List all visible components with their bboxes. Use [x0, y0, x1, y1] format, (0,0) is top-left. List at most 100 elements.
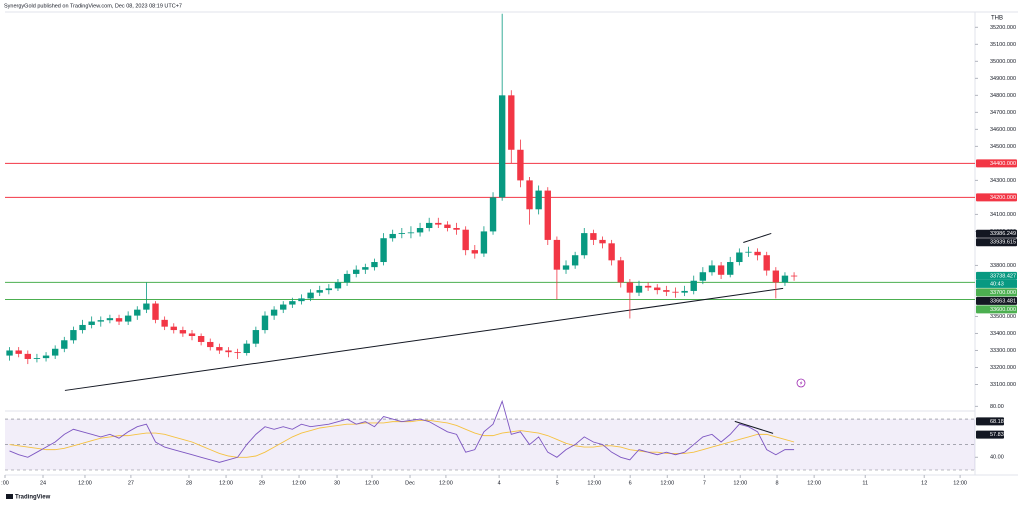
candle-body	[581, 233, 588, 256]
price-tag	[976, 271, 1017, 280]
candle-body	[70, 330, 77, 341]
rsi-marker	[976, 417, 1004, 426]
trendline	[64, 287, 784, 391]
candle-body	[608, 243, 615, 261]
candle-body	[252, 330, 260, 344]
candle-body	[79, 324, 86, 331]
y-tick-label: 33800.000	[990, 263, 1016, 269]
candle-body	[508, 95, 515, 150]
candle-body	[717, 265, 725, 275]
x-tick-label: 8	[776, 480, 779, 486]
candle-body	[416, 228, 424, 233]
alert-circle[interactable]	[796, 378, 806, 388]
candle-body	[736, 252, 743, 263]
candle-body	[33, 358, 41, 359]
candle-body	[772, 270, 780, 283]
y-tick-label: 34600.000	[990, 127, 1016, 133]
rsi-tick-label: 80.00	[990, 404, 1004, 410]
price-tag	[976, 238, 1017, 247]
y-tick-label: 33500.000	[990, 314, 1016, 320]
candle-body	[325, 288, 333, 291]
candle-body	[179, 330, 187, 334]
candle-body	[216, 347, 223, 351]
x-tick-label: 12:00	[807, 480, 821, 486]
candle-body	[535, 190, 542, 210]
candle-body	[672, 291, 679, 293]
y-tick-label: 35200.000	[990, 25, 1016, 31]
x-tick-label: 12:00	[439, 480, 453, 486]
logo-mark	[6, 494, 13, 499]
price-tag	[976, 296, 1017, 305]
candle-body	[270, 309, 278, 316]
y-tick-label: 35100.000	[990, 42, 1016, 48]
y-tick-label: 34300.000	[990, 178, 1016, 184]
candle-body	[553, 239, 561, 270]
candle-body	[207, 341, 214, 348]
y-tick-label: 35000.000	[990, 59, 1016, 65]
candle-body	[526, 180, 533, 210]
x-tick-label: 24	[40, 480, 46, 486]
y-tick-label: 33100.000	[990, 382, 1016, 388]
candle-body	[435, 222, 442, 225]
candle-body	[699, 272, 707, 281]
price-tag-label: 33939.615	[990, 240, 1016, 246]
x-tick-label: 4	[498, 480, 501, 486]
x-tick-label: 5	[556, 480, 559, 486]
price-tag-label: 33986.249	[990, 231, 1016, 237]
x-tick-label: 12:00	[78, 480, 92, 486]
candle-body	[407, 232, 415, 234]
candle-body	[489, 197, 497, 232]
rsi-band	[5, 419, 975, 470]
price-tag	[976, 193, 1017, 202]
candle-body	[51, 348, 59, 356]
candle-body	[681, 290, 688, 293]
candle-body	[362, 267, 369, 270]
price-tag-label: 34400.000	[990, 161, 1016, 167]
x-tick-label: :00	[1, 480, 9, 486]
price-tag	[976, 159, 1017, 168]
candle-body	[234, 352, 241, 354]
x-tick-label: 12:00	[953, 480, 967, 486]
candle-body	[24, 353, 31, 359]
candle-body	[425, 222, 433, 229]
candle-body	[544, 190, 551, 240]
candle-body	[617, 260, 624, 283]
y-tick-label: 34900.000	[990, 76, 1016, 82]
price-tag-label: 33663.481	[990, 298, 1016, 304]
x-tick-label: 29	[259, 480, 265, 486]
candle-body	[243, 343, 250, 354]
countdown-bg	[976, 279, 1017, 288]
candle-body	[371, 262, 378, 268]
brand-logo: TradingView	[6, 494, 51, 501]
candle-body	[197, 336, 205, 342]
trendline	[743, 232, 772, 243]
alert-icon[interactable]	[796, 378, 806, 388]
x-tick-label: 12:00	[292, 480, 306, 486]
candle-body	[663, 290, 670, 292]
candle-body	[88, 321, 95, 325]
alert-bolt[interactable]	[799, 380, 803, 386]
x-tick-label: 12:00	[365, 480, 379, 486]
candle-body	[188, 333, 196, 337]
price-tag	[976, 288, 1017, 297]
x-tick-label: 27	[128, 480, 134, 486]
x-tick-label: 11	[862, 480, 868, 486]
candle-body	[316, 290, 323, 293]
candle-body	[380, 238, 387, 263]
rsi-trendline	[734, 420, 774, 434]
price-tag-label: 33600.000	[990, 307, 1016, 313]
x-tick-label: 12:00	[660, 480, 674, 486]
candle-body	[170, 326, 177, 331]
x-tick-label: 28	[186, 480, 192, 486]
y-tick-label: 34700.000	[990, 110, 1016, 116]
y-tick-label: 33400.000	[990, 331, 1016, 337]
header: SynergyGold published on TradingView.com…	[4, 3, 182, 9]
candle-body	[42, 355, 50, 359]
price-tag-label: 33738.427	[990, 273, 1016, 279]
x-tick-label: Dec	[405, 480, 415, 486]
candle-body	[334, 282, 342, 289]
candle-body	[708, 265, 716, 273]
countdown: 40:43	[990, 281, 1004, 287]
